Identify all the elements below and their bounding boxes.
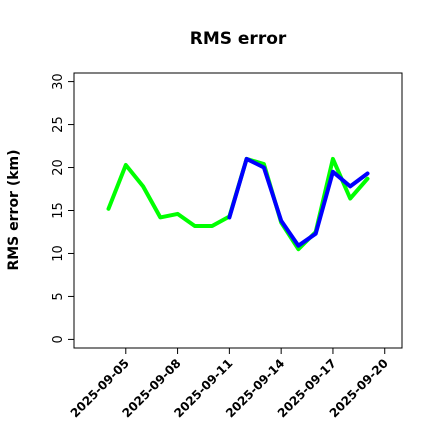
series-line-2: [227, 156, 370, 248]
y-axis-label: RMS error (km): [6, 149, 22, 270]
y-tick-label: 15: [51, 202, 66, 219]
series-layer: [106, 156, 370, 252]
y-tick-label: 5: [51, 292, 66, 300]
plot-frame: [73, 72, 403, 349]
series-line-1: [106, 156, 370, 252]
y-tick-label: 0: [51, 335, 66, 343]
chart-title: RMS error: [190, 29, 287, 49]
x-axis: 2025-09-052025-09-082025-09-112025-09-14…: [68, 347, 391, 420]
y-tick-label: 30: [51, 73, 66, 90]
y-tick-label: 25: [51, 116, 66, 133]
y-axis: 0 5 10 15 20 25 30: [51, 73, 75, 344]
y-tick-label: 10: [51, 245, 66, 262]
y-tick-label: 20: [51, 159, 66, 176]
